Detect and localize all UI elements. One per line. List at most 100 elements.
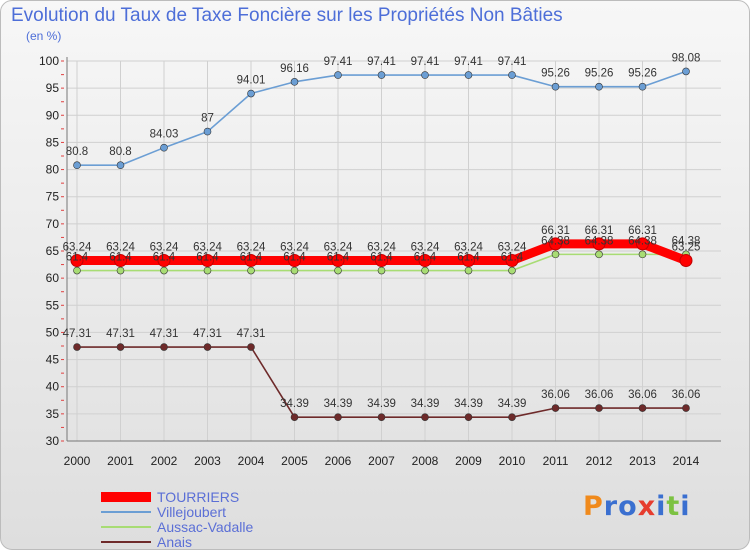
data-point <box>595 404 603 412</box>
legend-item-aussac-vadalle: Aussac-Vadalle <box>101 519 253 535</box>
data-label: 36.06 <box>541 389 570 401</box>
data-point <box>203 127 212 136</box>
data-point <box>377 71 386 79</box>
y-tick-label: 60 <box>46 271 60 285</box>
y-tick-label: 45 <box>46 353 60 367</box>
x-tick-label: 2012 <box>586 454 613 468</box>
x-tick-label: 2014 <box>673 454 700 468</box>
data-point <box>247 266 255 275</box>
data-point <box>638 82 647 91</box>
x-tick-label: 2009 <box>455 454 482 468</box>
data-label: 63.24 <box>367 242 396 254</box>
data-label: 34.39 <box>454 398 483 410</box>
data-point <box>551 82 560 91</box>
data-label: 95.26 <box>628 68 657 80</box>
data-label: 64.38 <box>672 235 701 247</box>
legend-swatch <box>101 526 151 528</box>
data-label: 63.24 <box>193 242 222 254</box>
data-point <box>679 254 693 267</box>
data-point <box>116 343 125 351</box>
logo-letter: r <box>603 491 619 522</box>
data-labels: 63.24 63.24 63.24 63.24 63.24 63.24 63.24 63.24… <box>63 52 701 410</box>
legend-label: TOURRIERS <box>157 489 240 505</box>
data-label: 63.24 <box>280 242 309 254</box>
x-tick-label: 2010 <box>499 454 526 468</box>
y-tick-label: 80 <box>46 163 60 177</box>
data-point <box>464 266 473 275</box>
data-label: 66.31 <box>585 225 614 237</box>
y-tick-label: 70 <box>46 217 60 231</box>
y-tick-label: 30 <box>46 434 60 448</box>
y-tick-label: 75 <box>46 190 60 204</box>
data-point <box>290 78 299 86</box>
data-point <box>73 161 81 170</box>
x-tick-label: 2004 <box>238 454 265 468</box>
y-tick-label: 50 <box>46 325 60 339</box>
data-label: 63.24 <box>150 242 179 254</box>
data-label: 36.06 <box>628 389 657 401</box>
y-tick-label: 35 <box>46 407 60 421</box>
data-point <box>114 254 127 268</box>
data-label: 94.01 <box>237 75 266 87</box>
data-point <box>290 413 299 421</box>
y-axis-unit-label: (en %) <box>26 29 62 43</box>
data-label: 61.4 <box>153 252 176 264</box>
axes: 30 35 40 45 50 55 60 65 70 75 80 85 90 95 100 2000 2001 2… <box>39 54 721 468</box>
data-point <box>73 343 81 351</box>
data-point <box>551 250 560 259</box>
data-point <box>682 404 690 412</box>
data-label: 63.24 <box>454 242 483 254</box>
x-tick-label: 2001 <box>107 454 134 468</box>
data-label: 84.03 <box>150 129 179 141</box>
data-point <box>334 71 342 79</box>
x-tick-label: 2011 <box>543 454 569 468</box>
data-point <box>157 254 171 268</box>
data-label: 63.24 <box>498 242 527 254</box>
logo-letter: x <box>637 491 657 522</box>
data-label: 61.4 <box>109 252 132 264</box>
data-label: 63.24 <box>411 242 440 254</box>
data-point <box>418 254 432 268</box>
data-point <box>462 254 475 268</box>
data-label: 80.8 <box>109 146 131 158</box>
data-label: 61.4 <box>370 252 393 264</box>
data-point <box>288 254 301 268</box>
logo-letter: i <box>680 491 691 522</box>
data-label: 61.4 <box>196 252 219 264</box>
data-point <box>377 413 386 421</box>
y-tick-label: 90 <box>46 108 60 122</box>
data-point <box>331 254 345 268</box>
legend-item-anais: Anais <box>101 534 192 549</box>
x-tick-label: 2005 <box>281 454 308 468</box>
data-label: 97.41 <box>498 56 527 68</box>
data-point <box>421 413 429 421</box>
data-label: 64.38 <box>541 235 570 247</box>
data-point <box>464 413 473 421</box>
data-point <box>682 67 690 76</box>
data-point <box>421 266 429 275</box>
y-tick-label: 40 <box>46 380 60 394</box>
data-label: 87 <box>201 113 214 125</box>
data-point <box>290 266 299 275</box>
grid <box>67 60 721 442</box>
data-point <box>203 266 212 275</box>
data-point <box>247 343 255 351</box>
data-point <box>160 343 168 351</box>
data-point <box>592 237 606 251</box>
data-label: 63.24 <box>324 242 353 254</box>
data-point <box>201 254 214 268</box>
data-label: 47.31 <box>237 328 266 340</box>
data-label: 61.4 <box>66 252 89 264</box>
data-point <box>638 250 647 259</box>
data-point <box>638 404 647 412</box>
x-tick-label: 2002 <box>151 454 178 468</box>
data-label: 36.06 <box>672 389 701 401</box>
x-tick-label: 2003 <box>194 454 221 468</box>
data-label: 34.39 <box>411 398 440 410</box>
data-label: 63.24 <box>106 242 135 254</box>
data-point <box>334 266 342 275</box>
data-label: 63.24 <box>237 242 266 254</box>
legend-item-villejoubert: Villejoubert <box>101 504 226 520</box>
